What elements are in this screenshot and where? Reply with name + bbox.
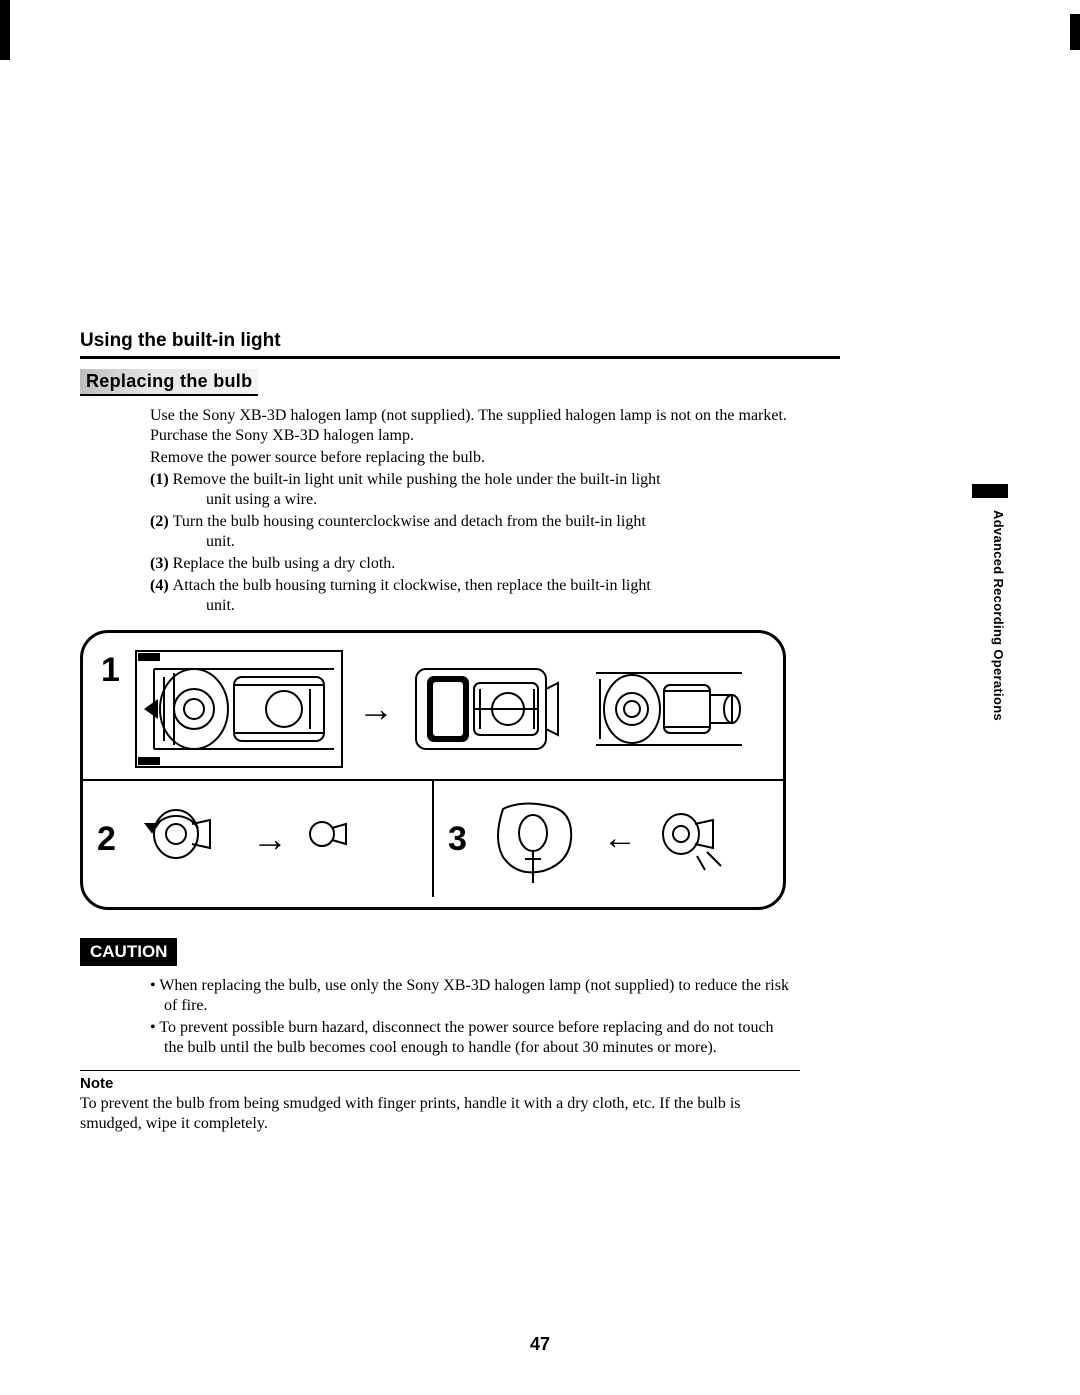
arrow-right-icon: → bbox=[358, 691, 394, 727]
step-number: (3) bbox=[150, 555, 169, 572]
step-text: Turn the bulb housing counterclockwise a… bbox=[173, 513, 646, 530]
note-text: To prevent the bulb from being smudged w… bbox=[80, 1094, 780, 1134]
bulb-housing-illustration bbox=[132, 794, 242, 884]
step-number: (4) bbox=[150, 577, 169, 594]
figure-row-2: 2 → bbox=[83, 779, 783, 897]
step-text: Remove the built-in light unit while pus… bbox=[173, 471, 661, 488]
arrow-left-icon: ← bbox=[603, 822, 637, 856]
figure-panel-2: 2 → bbox=[83, 781, 432, 897]
figure-row-1: 1 bbox=[83, 643, 783, 779]
intro-text: Use the Sony XB-3D halogen lamp (not sup… bbox=[150, 406, 800, 616]
step-item: (1)Remove the built-in light unit while … bbox=[150, 470, 800, 510]
section-side-label: Advanced Recording Operations bbox=[991, 510, 1006, 721]
step-tail: unit. bbox=[178, 596, 800, 616]
intro-line: Use the Sony XB-3D halogen lamp (not sup… bbox=[150, 406, 800, 446]
sub-heading-band: Replacing the bulb bbox=[80, 369, 258, 396]
figure-panel-number: 2 bbox=[97, 822, 116, 856]
light-unit-detached-illustration bbox=[582, 649, 752, 769]
page-content: Advanced Recording Operations Using the … bbox=[0, 0, 1080, 1395]
caution-item: To prevent possible burn hazard, disconn… bbox=[150, 1018, 790, 1058]
caution-list: When replacing the bulb, use only the So… bbox=[150, 976, 790, 1058]
figure-panel-number: 3 bbox=[448, 822, 467, 856]
caution-label: CAUTION bbox=[80, 938, 177, 966]
step-item: (3)Replace the bulb using a dry cloth. bbox=[150, 554, 800, 574]
note-rule bbox=[80, 1070, 800, 1071]
section-tab-marker bbox=[972, 484, 1008, 498]
step-number: (1) bbox=[150, 471, 169, 488]
step-tail: unit using a wire. bbox=[178, 490, 800, 510]
note-heading: Note bbox=[80, 1075, 1000, 1092]
step-text: Replace the bulb using a dry cloth. bbox=[173, 555, 396, 572]
bulb-housing-small-illustration bbox=[647, 794, 737, 884]
step-tail: unit. bbox=[178, 532, 800, 552]
section-rule bbox=[80, 356, 840, 359]
step-text: Attach the bulb housing turning it clock… bbox=[173, 577, 651, 594]
caution-item: When replacing the bulb, use only the So… bbox=[150, 976, 790, 1016]
figure-panel-number: 1 bbox=[101, 653, 120, 687]
bulb-small-illustration bbox=[298, 804, 358, 874]
page-number: 47 bbox=[0, 1334, 1080, 1355]
camcorder-illustration bbox=[408, 649, 568, 769]
intro-line: Remove the power source before replacing… bbox=[150, 448, 800, 468]
cloth-bulb-illustration bbox=[483, 789, 593, 889]
step-item: (2)Turn the bulb housing counterclockwis… bbox=[150, 512, 800, 552]
step-item: (4)Attach the bulb housing turning it cl… bbox=[150, 576, 800, 616]
arrow-right-icon: → bbox=[252, 821, 288, 857]
figure-panel-3: 3 ← bbox=[432, 781, 783, 897]
step-number: (2) bbox=[150, 513, 169, 530]
step-list: (1)Remove the built-in light unit while … bbox=[150, 470, 800, 616]
instruction-figure: 1 bbox=[80, 630, 786, 910]
camcorder-light-unit-illustration bbox=[134, 649, 344, 769]
section-title: Using the built-in light bbox=[80, 330, 1000, 352]
